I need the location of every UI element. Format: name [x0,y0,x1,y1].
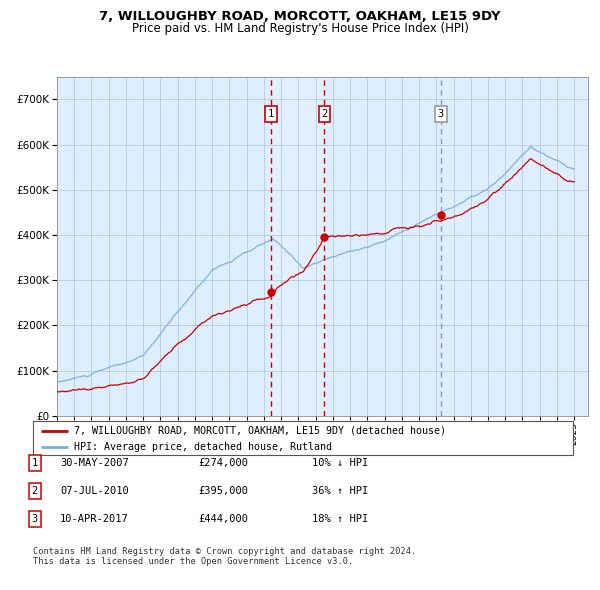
Text: 7, WILLOUGHBY ROAD, MORCOTT, OAKHAM, LE15 9DY (detached house): 7, WILLOUGHBY ROAD, MORCOTT, OAKHAM, LE1… [74,426,445,436]
Text: 10% ↓ HPI: 10% ↓ HPI [312,458,368,468]
Text: HPI: Average price, detached house, Rutland: HPI: Average price, detached house, Rutl… [74,442,331,452]
Bar [271,77,325,416]
Text: Price paid vs. HM Land Registry's House Price Index (HPI): Price paid vs. HM Land Registry's House … [131,22,469,35]
Text: 2: 2 [32,486,38,496]
Text: 3: 3 [32,514,38,523]
FancyBboxPatch shape [33,421,573,455]
Text: 2: 2 [321,109,328,119]
Text: 1: 1 [32,458,38,468]
Text: 30-MAY-2007: 30-MAY-2007 [60,458,129,468]
Text: 10-APR-2017: 10-APR-2017 [60,514,129,523]
Text: £274,000: £274,000 [198,458,248,468]
Text: This data is licensed under the Open Government Licence v3.0.: This data is licensed under the Open Gov… [33,558,353,566]
Text: 36% ↑ HPI: 36% ↑ HPI [312,486,368,496]
Text: 18% ↑ HPI: 18% ↑ HPI [312,514,368,523]
Text: 3: 3 [438,109,444,119]
Text: £395,000: £395,000 [198,486,248,496]
Text: 07-JUL-2010: 07-JUL-2010 [60,486,129,496]
Text: Contains HM Land Registry data © Crown copyright and database right 2024.: Contains HM Land Registry data © Crown c… [33,547,416,556]
Text: 7, WILLOUGHBY ROAD, MORCOTT, OAKHAM, LE15 9DY: 7, WILLOUGHBY ROAD, MORCOTT, OAKHAM, LE1… [99,10,501,23]
Text: 1: 1 [268,109,274,119]
Text: £444,000: £444,000 [198,514,248,523]
